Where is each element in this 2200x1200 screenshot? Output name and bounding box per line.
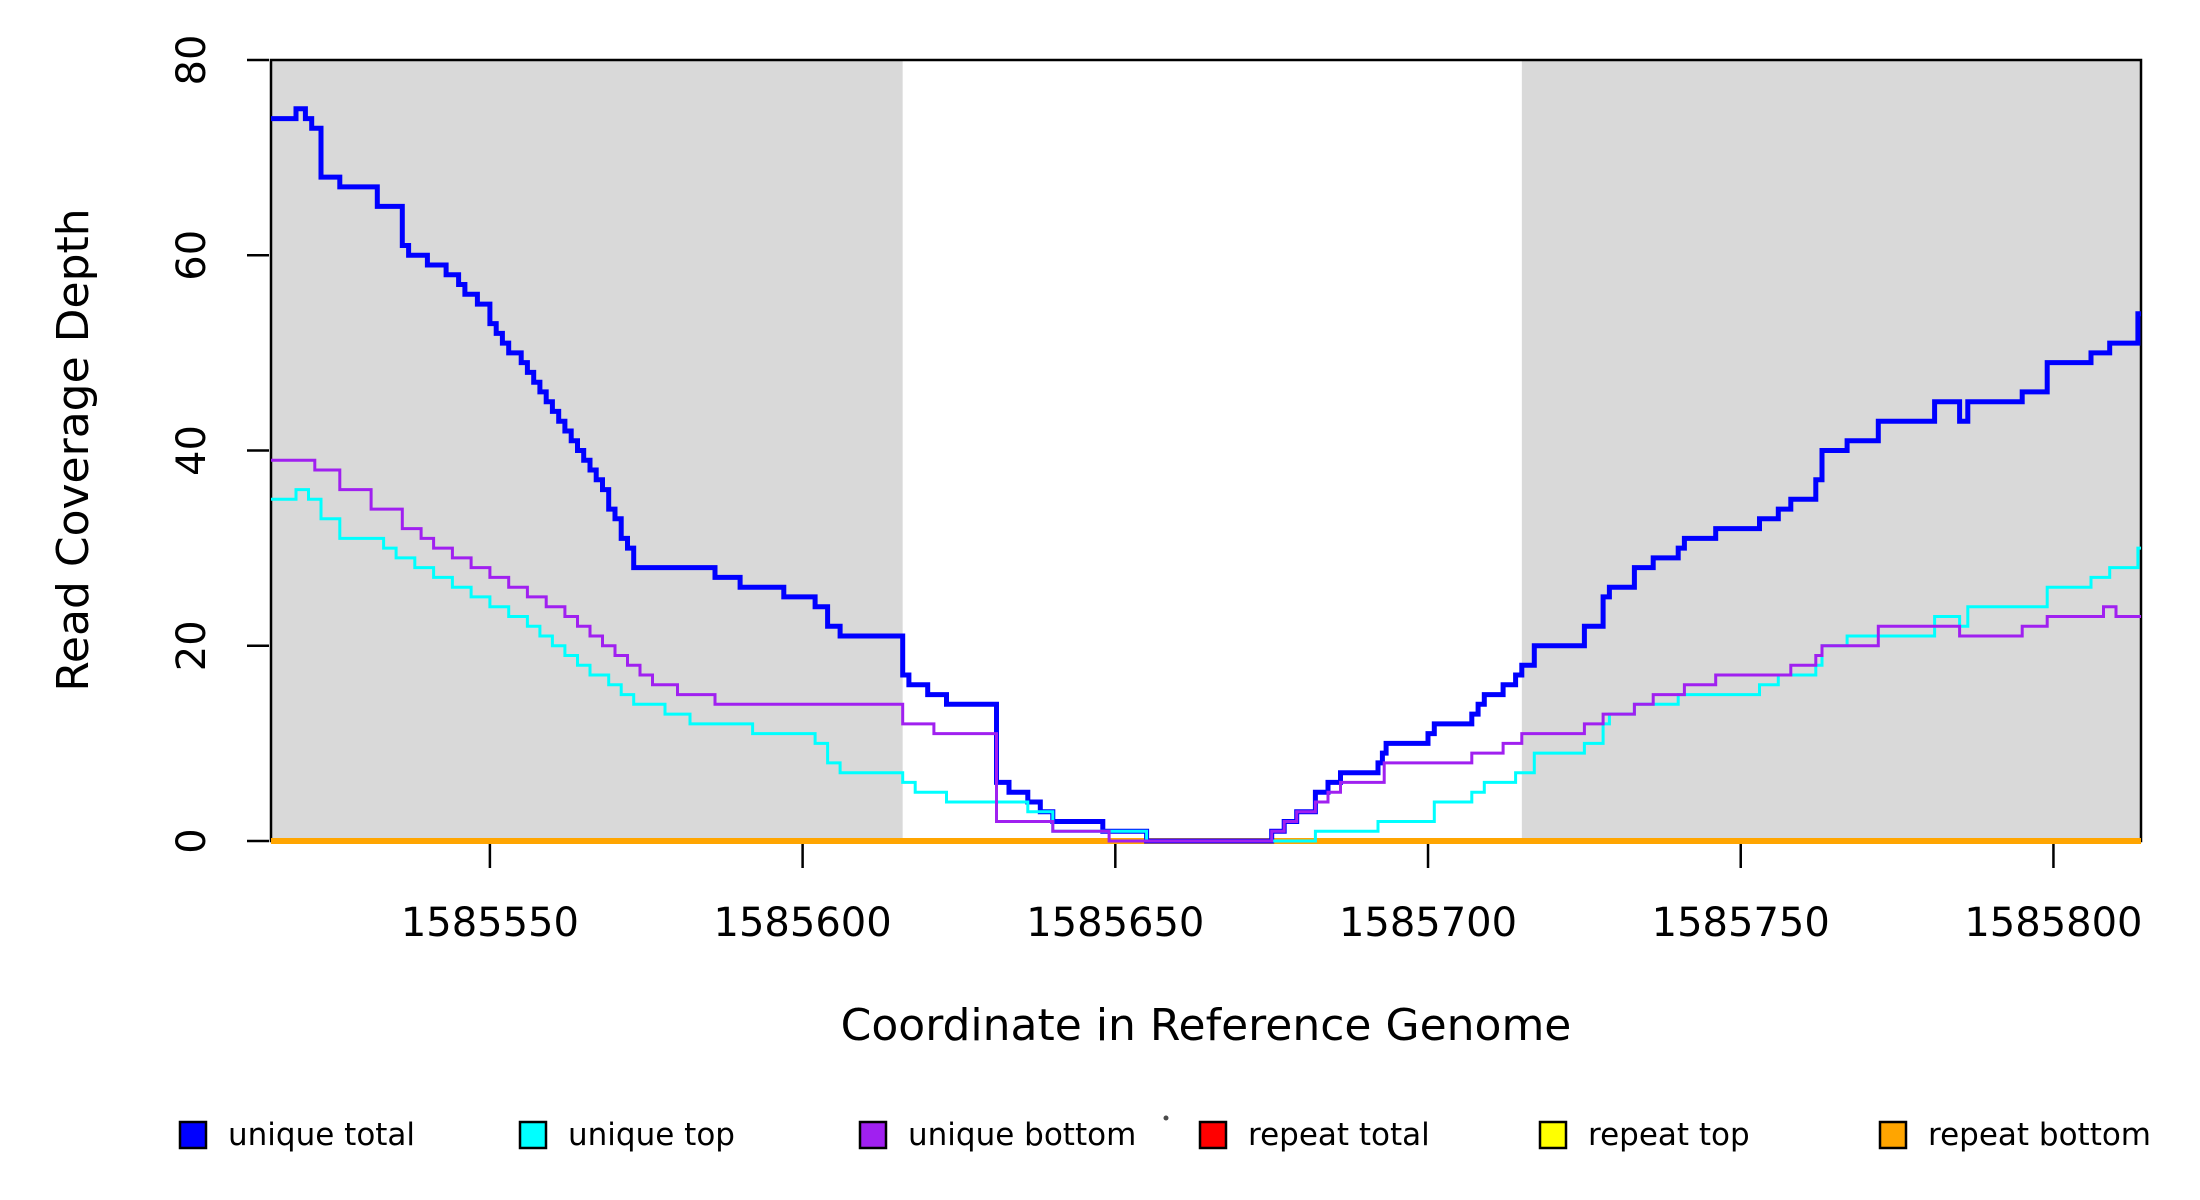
legend-label: unique total [228, 1117, 415, 1153]
x-tick-label: 1585750 [1652, 900, 1830, 946]
x-tick-label: 1585700 [1339, 900, 1517, 946]
x-tick-label: 1585800 [1964, 900, 2142, 946]
legend-item-unique-bottom: unique bottom [858, 1117, 1136, 1153]
series-line-unique-top [271, 488, 2141, 843]
y-tick-label: 0 [169, 828, 215, 853]
legend-swatch-unique-total [178, 1120, 208, 1150]
legend-swatch-repeat-total [1198, 1120, 1228, 1150]
y-axis-title: Read Coverage Depth [48, 208, 99, 691]
x-axis-ticks: 1585550 1585600 1585650 1585700 1585750 15858… [401, 843, 2143, 946]
data-series [271, 106, 2141, 844]
y-tick-label: 80 [169, 35, 215, 86]
legend-swatch-unique-bottom [858, 1120, 888, 1150]
y-tick-label: 60 [169, 230, 215, 281]
legend-item-repeat-total: repeat total [1198, 1117, 1430, 1153]
legend-item-unique-top: unique top [518, 1117, 735, 1153]
series-line-unique-bottom [271, 458, 2141, 843]
legend: unique total unique top unique bottom repea… [178, 1117, 2151, 1153]
legend-label: repeat bottom [1928, 1117, 2151, 1153]
legend-label: unique bottom [908, 1117, 1136, 1153]
y-tick-label: 40 [169, 425, 215, 476]
x-tick-label: 1585600 [714, 900, 892, 946]
x-tick-label: 1585650 [1026, 900, 1204, 946]
series-line-unique-total [271, 106, 2141, 844]
legend-item-repeat-top: repeat top [1538, 1117, 1750, 1153]
legend-swatch-unique-top [518, 1120, 548, 1150]
legend-label: unique top [568, 1117, 735, 1153]
x-tick-label: 1585550 [401, 900, 579, 946]
x-axis-title: Coordinate in Reference Genome [841, 1000, 1572, 1051]
legend-item-repeat-bottom: repeat bottom [1878, 1117, 2151, 1153]
legend-label: repeat top [1588, 1117, 1750, 1153]
stray-dot [1163, 1115, 1169, 1121]
legend-item-unique-total: unique total [178, 1117, 415, 1153]
shaded-regions [271, 60, 2141, 841]
y-axis-ticks: 0 20 40 60 80 [169, 35, 269, 854]
legend-label: repeat total [1248, 1117, 1430, 1153]
y-tick-label: 20 [169, 620, 215, 671]
legend-swatch-repeat-top [1538, 1120, 1568, 1150]
legend-swatch-repeat-bottom [1878, 1120, 1908, 1150]
shaded-region-1 [271, 60, 903, 841]
